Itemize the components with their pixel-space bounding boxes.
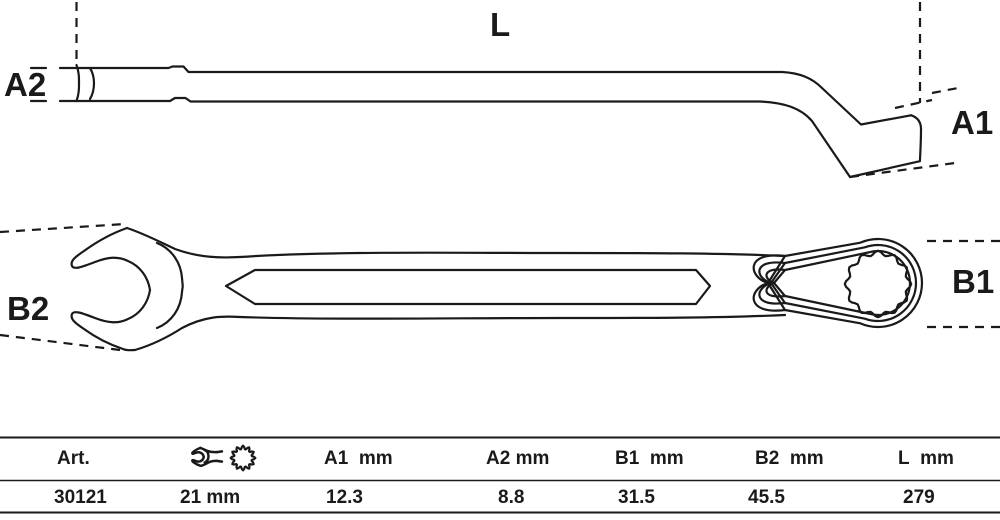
svg-text:30121: 30121 bbox=[54, 487, 107, 508]
svg-text:A2: A2 bbox=[4, 66, 46, 103]
svg-text:B1: B1 bbox=[952, 263, 994, 300]
svg-text:A2 mm: A2 mm bbox=[486, 448, 549, 469]
svg-text:L mm: L mm bbox=[898, 448, 954, 469]
svg-text:B2 mm: B2 mm bbox=[755, 448, 824, 469]
svg-text:8.8: 8.8 bbox=[498, 487, 524, 508]
svg-text:L: L bbox=[490, 6, 510, 43]
svg-text:45.5: 45.5 bbox=[748, 487, 785, 508]
svg-text:12.3: 12.3 bbox=[326, 487, 363, 508]
svg-text:A1 mm: A1 mm bbox=[324, 448, 393, 469]
svg-text:Art.: Art. bbox=[57, 448, 90, 469]
svg-text:279: 279 bbox=[903, 487, 935, 508]
svg-text:21 mm: 21 mm bbox=[180, 487, 240, 508]
svg-text:B2: B2 bbox=[7, 290, 49, 327]
svg-text:B1 mm: B1 mm bbox=[615, 448, 684, 469]
svg-text:A1: A1 bbox=[951, 104, 993, 141]
svg-text:31.5: 31.5 bbox=[618, 487, 655, 508]
